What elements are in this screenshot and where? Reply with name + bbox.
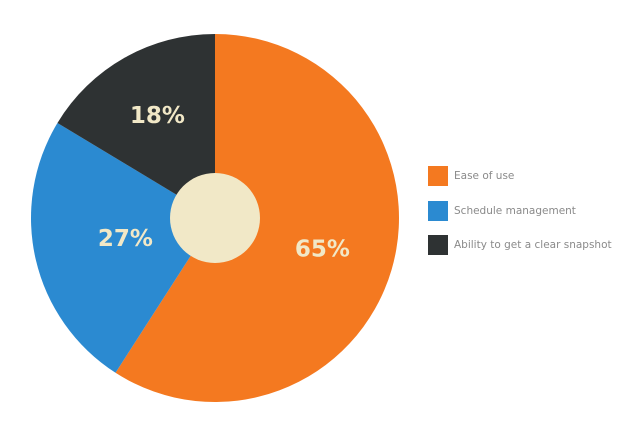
pie-center-disc xyxy=(170,173,260,263)
pie-slice-schedule-management xyxy=(30,122,216,373)
legend-item-clear-snapshot: Ability to get a clear snapshot xyxy=(428,235,638,255)
legend-label-clear-snapshot: Ability to get a clear snapshot xyxy=(454,239,612,251)
slice-label-clear-snapshot: 18% xyxy=(130,103,185,129)
legend: Ease of use Schedule management Ability … xyxy=(428,166,638,270)
slice-labels: 65% 27% 18% xyxy=(98,103,350,262)
legend-swatch-ease-of-use xyxy=(428,166,448,186)
pie-slice-clear-snapshot xyxy=(57,34,215,218)
legend-label-schedule-management: Schedule management xyxy=(454,204,576,217)
slice-label-ease-of-use: 65% xyxy=(295,237,350,263)
slice-label-schedule-management: 27% xyxy=(98,226,153,252)
legend-item-schedule-management: Schedule management xyxy=(428,200,638,221)
legend-swatch-schedule-management xyxy=(428,200,448,221)
legend-item-ease-of-use: Ease of use xyxy=(428,166,638,186)
legend-swatch-clear-snapshot xyxy=(428,235,448,255)
legend-label-ease-of-use: Ease of use xyxy=(454,170,515,182)
